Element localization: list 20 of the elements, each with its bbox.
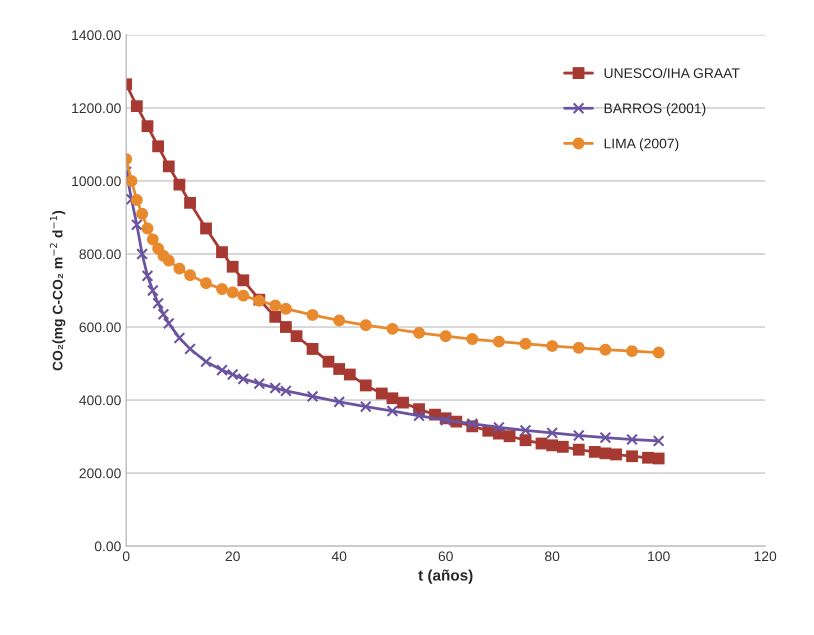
- x-tick-label: 40: [332, 551, 346, 562]
- x-tick-label: 100: [648, 551, 670, 562]
- y-axis-title: CO₂(mg C-CO₂ m$^{−2}$ d$^{−1}$): [50, 210, 66, 370]
- legend-label: BARROS (2001): [604, 103, 706, 116]
- y-tick-label: 0.00: [94, 541, 121, 552]
- x-tick-label: 120: [754, 551, 776, 562]
- x-tick-label: 0: [122, 551, 130, 562]
- y-tick-label: 400.00: [79, 395, 121, 406]
- y-tick-label: 200.00: [80, 468, 121, 478]
- x-tick-label: 80: [545, 551, 560, 562]
- y-tick-label: 600.00: [80, 322, 121, 332]
- x-tick-label: 60: [438, 551, 453, 562]
- legend-label: UNESCO/IHA GRAAT: [604, 68, 740, 78]
- y-tick-label: 1000.00: [72, 176, 121, 186]
- x-tick-label: 20: [226, 551, 240, 562]
- y-tick-label: 800.00: [79, 249, 121, 260]
- x-axis-title: t (años): [418, 569, 472, 584]
- y-tick-label: 1200.00: [72, 103, 121, 114]
- y-tick-label: 1400.00: [72, 30, 121, 40]
- legend-label: LIMA (2007): [604, 138, 678, 152]
